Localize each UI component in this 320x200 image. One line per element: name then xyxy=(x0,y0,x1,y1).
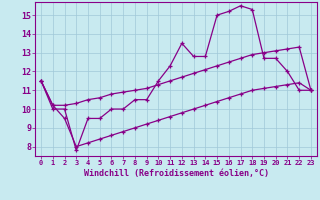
X-axis label: Windchill (Refroidissement éolien,°C): Windchill (Refroidissement éolien,°C) xyxy=(84,169,268,178)
